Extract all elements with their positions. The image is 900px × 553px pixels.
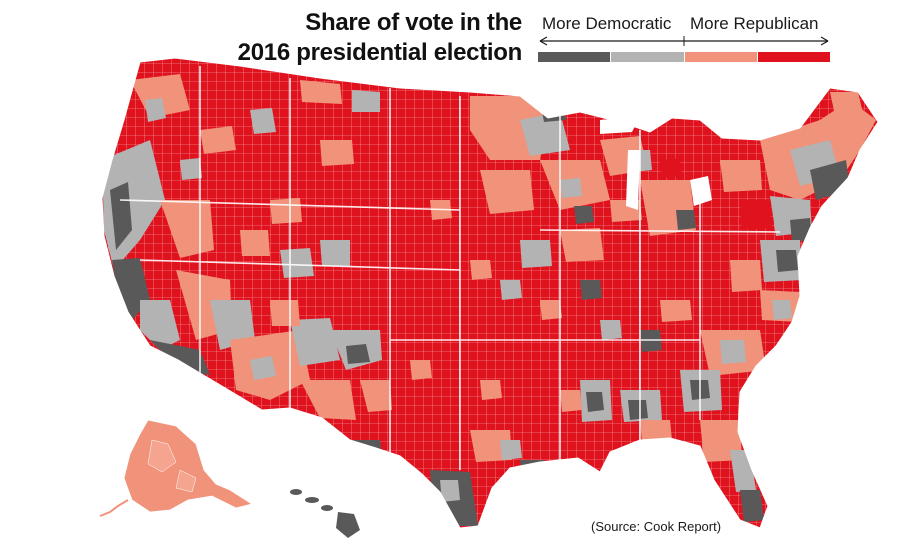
- arrow-right-icon: [820, 36, 829, 46]
- arrow-left-icon: [539, 36, 548, 46]
- map-title: Share of vote in the 2016 presidential e…: [237, 8, 523, 68]
- title-line-1: Share of vote in the: [305, 9, 522, 36]
- hawaii: [290, 489, 360, 538]
- contiguous-us: [102, 58, 878, 528]
- legend-arrow: [539, 36, 829, 46]
- source-note: (Source: Cook Report): [591, 519, 722, 534]
- lake-michigan: [626, 150, 640, 210]
- legend-swatch-strong-democratic: [538, 52, 611, 62]
- legend-swatch-lean-democratic: [611, 52, 684, 62]
- alaska: [99, 419, 254, 517]
- legend-swatch-lean-republican: [684, 52, 757, 62]
- legend: More Democratic More Republican: [538, 10, 830, 66]
- legend-swatches: [538, 52, 830, 62]
- legend-label-democratic: More Democratic: [542, 14, 672, 33]
- title-line-2: 2016 presidential election: [237, 39, 523, 66]
- legend-label-republican: More Republican: [690, 14, 819, 33]
- lake-superior: [600, 116, 640, 134]
- lake-huron: [690, 176, 712, 206]
- legend-swatch-strong-republican: [757, 52, 830, 62]
